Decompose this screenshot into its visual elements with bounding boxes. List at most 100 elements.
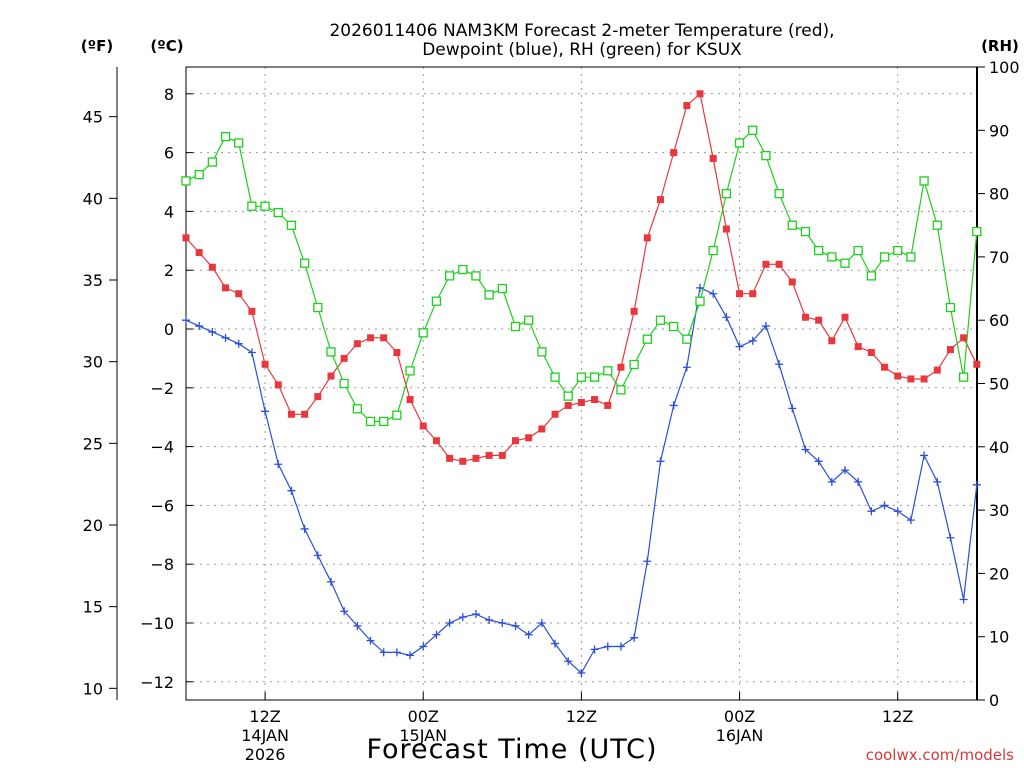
dewpoint-point	[353, 621, 362, 630]
gridlines	[186, 67, 977, 700]
rh-point	[313, 302, 323, 313]
2-meter-temperature-point	[406, 396, 414, 404]
rh-point	[234, 138, 244, 148]
dewpoint-point	[709, 289, 718, 298]
dewpoint-point	[287, 486, 296, 495]
2-meter-temperature-point	[498, 451, 506, 459]
rh-point	[286, 220, 297, 230]
2-meter-temperature-point	[525, 434, 533, 442]
rh-point	[194, 169, 204, 180]
rh-tick-label: 30	[989, 501, 1009, 520]
x-tick-label: 12Z	[566, 707, 597, 726]
dewpoint-point	[946, 533, 955, 542]
rh-point	[893, 245, 903, 256]
rh-point	[682, 334, 692, 344]
dewpoint-point	[471, 610, 480, 619]
dewpoint-point	[577, 668, 586, 677]
dewpoint-point	[234, 339, 243, 348]
dewpoint-point	[511, 621, 520, 630]
rh-point	[444, 271, 455, 281]
celsius-axis-unit: (ºC)	[150, 37, 183, 55]
dewpoint-point	[458, 613, 467, 622]
2-meter-temperature-point	[749, 290, 757, 298]
2-meter-temperature-point	[472, 454, 480, 462]
2-meter-temperature-point	[235, 290, 243, 298]
dewpoint-point	[313, 551, 322, 560]
dewpoint-point	[933, 477, 942, 486]
rh-point	[840, 258, 850, 268]
rh-point	[576, 372, 587, 382]
rh-point	[879, 252, 890, 262]
2-meter-temperature-point	[538, 425, 546, 433]
celsius-tick-label: 8	[164, 85, 174, 104]
2-meter-temperature-point	[485, 451, 493, 459]
x-tick-label: 00Z	[408, 707, 439, 726]
x-tick-label: 12Z	[249, 707, 280, 726]
dewpoint-point	[247, 348, 256, 357]
rh-point	[589, 372, 600, 382]
2-meter-temperature-point	[960, 334, 968, 342]
2-meter-temperature-point	[353, 340, 361, 348]
rh-point	[827, 252, 837, 262]
2-meter-temperature-point	[195, 249, 203, 257]
celsius-tick-label: −4	[150, 438, 174, 457]
2-meter-temperature-point	[722, 225, 730, 233]
2-meter-temperature-point	[815, 316, 823, 324]
dewpoint-point	[841, 466, 849, 475]
rh-point	[379, 416, 389, 427]
rh-point	[853, 245, 863, 256]
dewpoint-point	[261, 407, 270, 416]
2-meter-temperature-point	[367, 334, 375, 342]
dewpoint-point	[603, 642, 612, 651]
rh-point	[787, 220, 797, 230]
2-meter-temperature-point	[788, 278, 796, 286]
dewpoint-point	[682, 363, 691, 372]
x-tick-date: 16JAN	[716, 726, 764, 745]
rh-point	[958, 372, 969, 382]
dewpoint-point	[643, 557, 652, 566]
dewpoint-point	[274, 460, 283, 469]
x-tick-year: 2026	[245, 745, 286, 764]
dewpoint-point	[432, 630, 441, 639]
x-tick-label: 00Z	[724, 707, 755, 726]
2-meter-temperature-point	[907, 375, 915, 383]
rh-tick-label: 60	[989, 311, 1009, 330]
dewpoint-point	[722, 313, 731, 322]
2-meter-temperature-point	[643, 234, 651, 242]
dewpoint-point	[445, 619, 454, 627]
rh-point	[774, 188, 784, 199]
celsius-tick-label: 4	[164, 202, 174, 221]
rh-tick-label: 80	[989, 185, 1009, 204]
rh-point	[906, 252, 916, 262]
celsius-tick-label: −12	[140, 673, 174, 692]
2-meter-temperature-point	[261, 360, 269, 368]
fahrenheit-tick-label: 35	[83, 271, 103, 290]
celsius-tick-label: −10	[140, 614, 174, 633]
rh-point	[247, 201, 257, 211]
dewpoint-point	[340, 607, 349, 616]
2-meter-temperature-point	[933, 366, 941, 374]
dewpoint-point	[827, 477, 836, 486]
2-meter-temperature-point	[736, 290, 744, 298]
2-meter-temperature-point	[656, 196, 664, 204]
2-meter-temperature-point	[867, 349, 875, 357]
rh-point	[629, 359, 639, 370]
rh-axis-unit: (RH)	[981, 37, 1019, 55]
fahrenheit-tick-label: 15	[83, 598, 103, 617]
celsius-tick-label: −8	[150, 555, 174, 574]
rh-point	[603, 366, 613, 376]
2-meter-temperature-point	[920, 375, 928, 383]
rh-point	[431, 296, 442, 306]
dewpoint-point	[893, 507, 902, 516]
dewpoint-point	[669, 401, 678, 410]
2-meter-temperature-point	[577, 399, 585, 406]
rh-point	[616, 385, 626, 395]
2-meter-temperature-point	[432, 437, 440, 445]
2-meter-temperature-point	[841, 313, 849, 321]
dewpoint-point	[696, 283, 705, 292]
data-series	[181, 90, 982, 677]
rh-point	[866, 271, 877, 281]
2-meter-temperature-point	[446, 454, 454, 462]
rh-point	[761, 150, 771, 161]
dewpoint-point	[195, 322, 204, 331]
